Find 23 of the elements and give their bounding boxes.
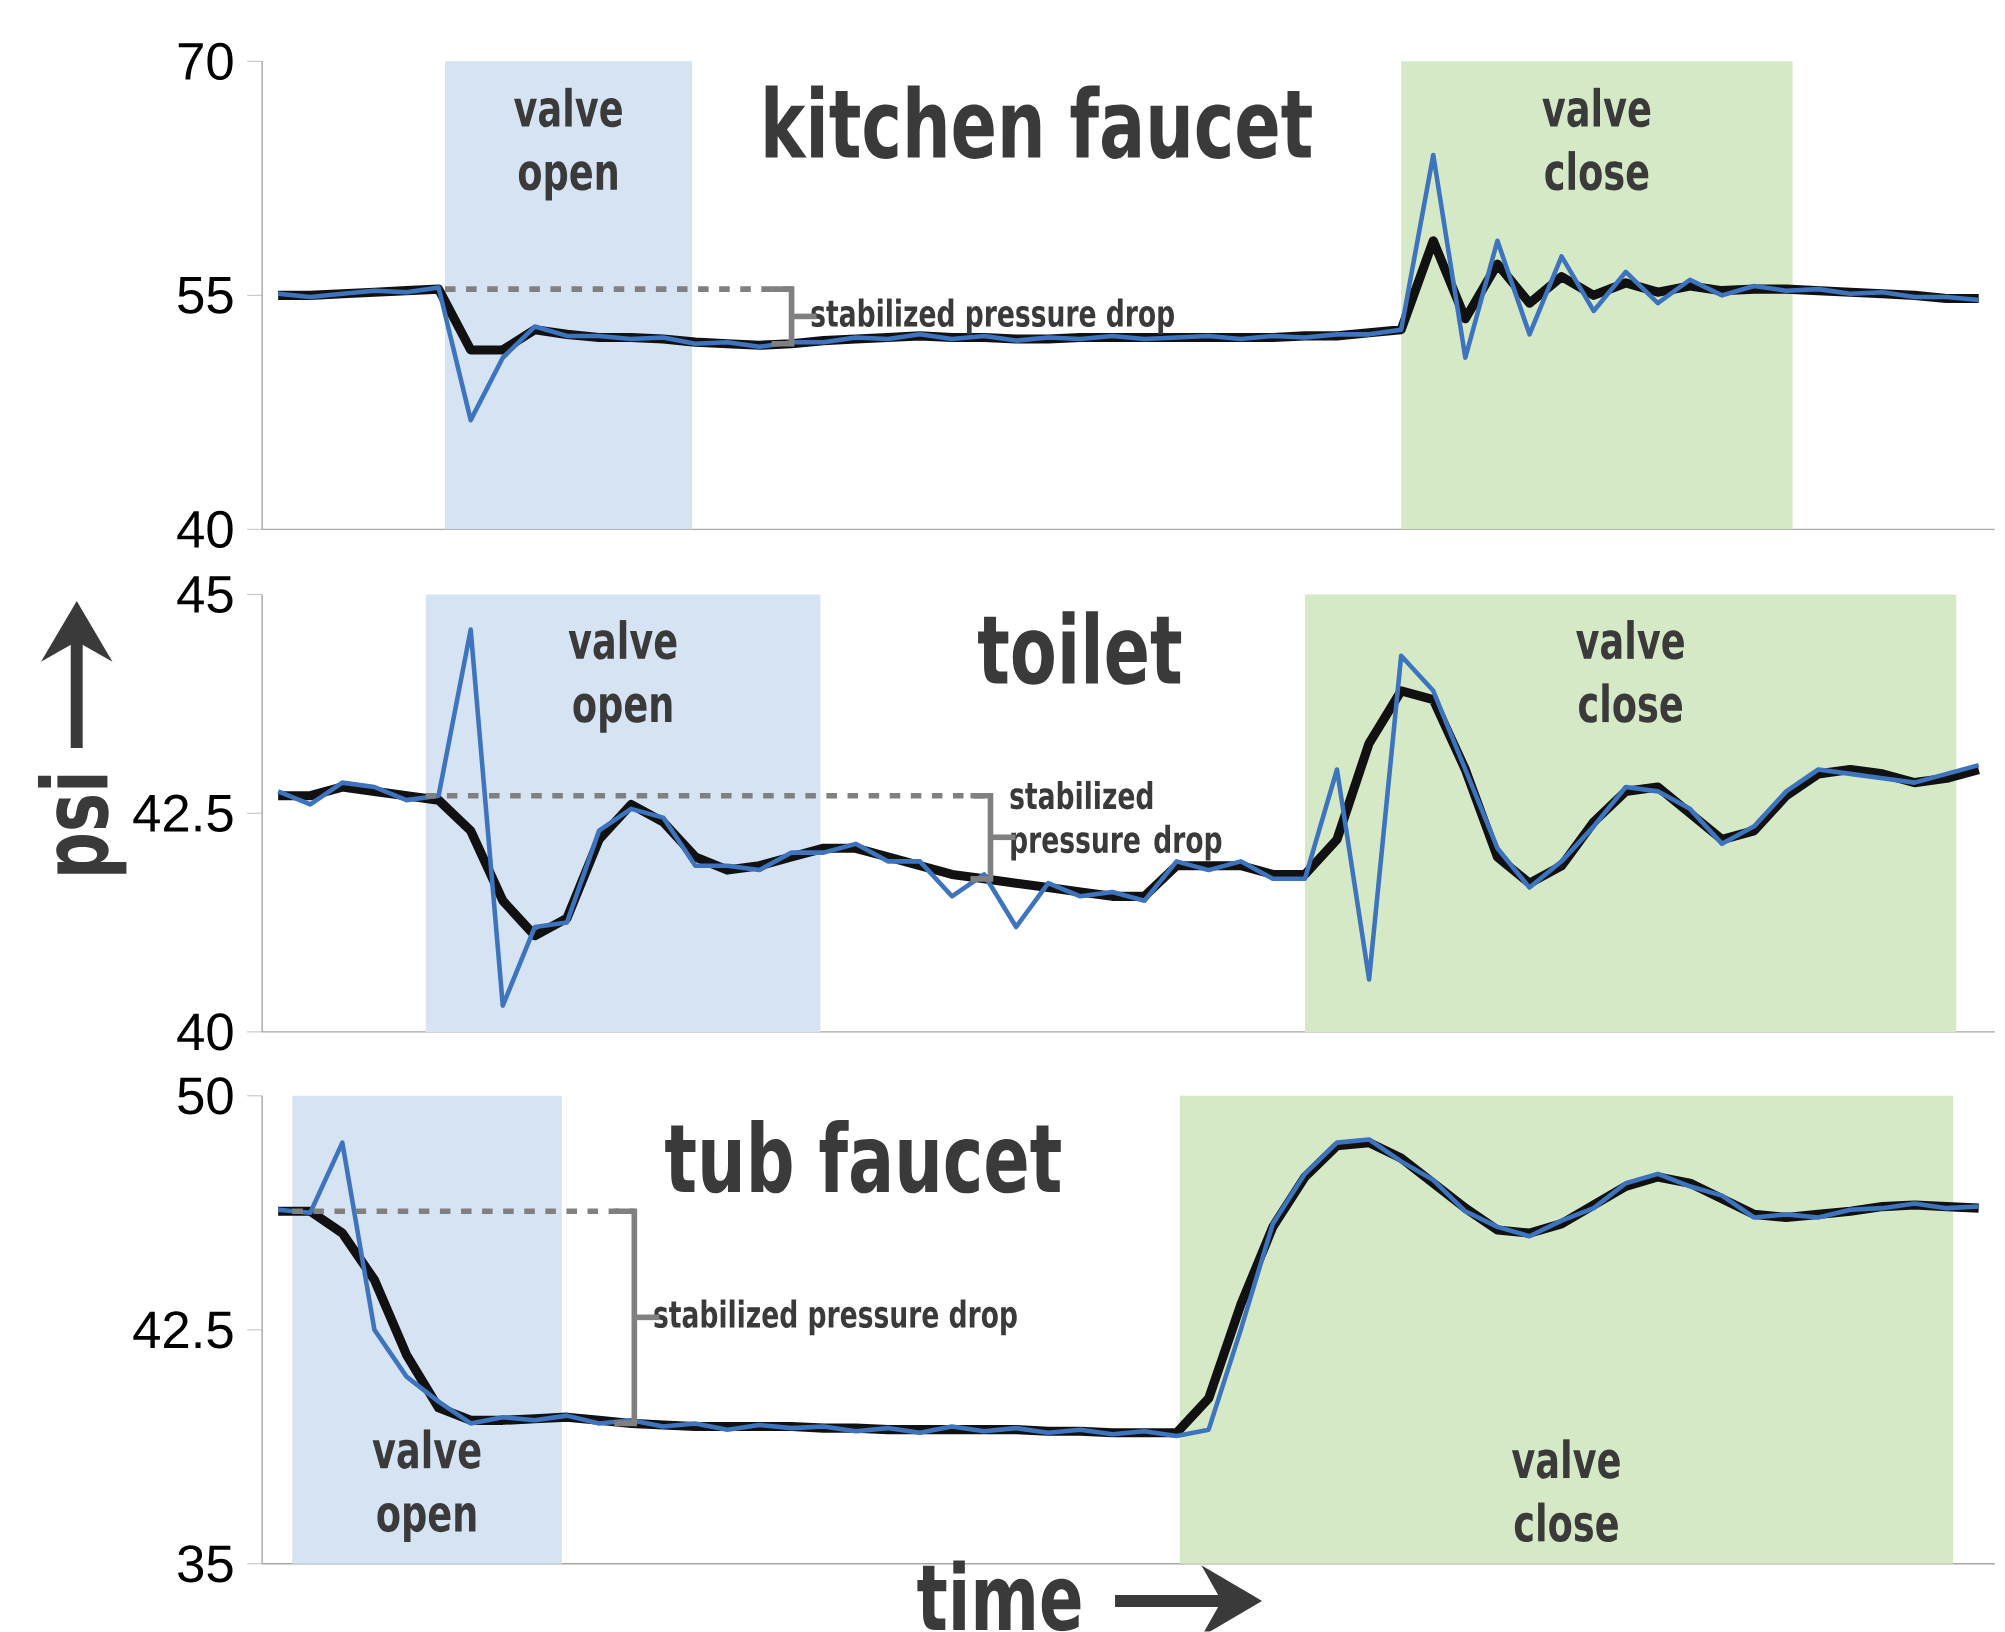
- annotation: stabilized pressure drop: [654, 1299, 1017, 1336]
- y-tick-label: 50: [178, 1077, 233, 1115]
- y-tick-label: 70: [178, 42, 233, 81]
- annotation: valve close: [1576, 620, 1684, 723]
- y-axis-title: psi: [37, 776, 127, 874]
- x-axis-title: time: [917, 1560, 1081, 1632]
- annotation: valve close: [1511, 1439, 1620, 1543]
- chart-title: tub faucet: [665, 1120, 1061, 1194]
- annotation: valve close: [1542, 87, 1651, 191]
- y-tick-label: 42.5: [133, 1311, 233, 1349]
- y-tick-label: 40: [177, 1013, 233, 1051]
- y-tick-label: 40: [177, 510, 233, 549]
- annotation: stabilized pressure drop: [811, 298, 1174, 335]
- annotation: stabilized pressure drop: [1010, 781, 1222, 861]
- annotation: valve open: [514, 87, 622, 201]
- y-tick-label: 55: [178, 277, 233, 314]
- chart-title: toilet: [978, 611, 1182, 685]
- y-tick-label: 42.5: [133, 794, 233, 833]
- chart-title: kitchen faucet: [765, 85, 1312, 160]
- y-tick-label: 45: [177, 576, 233, 614]
- y-tick-label: 35: [178, 1545, 233, 1583]
- annotation: valve open: [568, 620, 677, 733]
- annotation: valve open: [372, 1429, 481, 1543]
